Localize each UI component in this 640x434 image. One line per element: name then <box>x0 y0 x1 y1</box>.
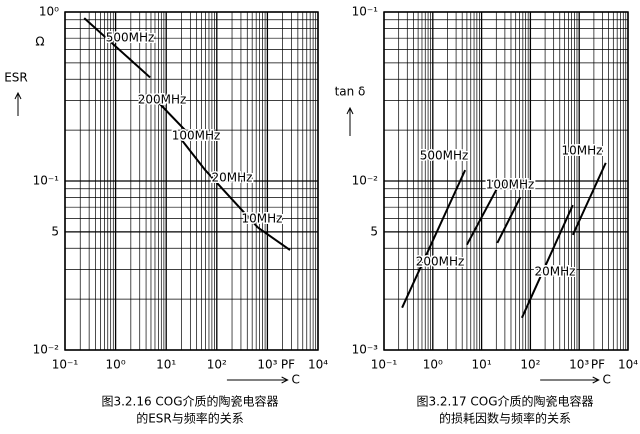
series-label: 500MHz <box>106 31 155 45</box>
series-label: 20MHz <box>212 171 253 185</box>
x-tick-label: 10⁻¹ <box>371 358 398 372</box>
x-tick-label: 10² <box>207 358 227 372</box>
y-tick-label: 5 <box>370 224 378 238</box>
x-tick-label: 10⁻¹ <box>52 358 79 372</box>
y-tick-label: 10⁻¹ <box>352 5 379 19</box>
x-unit: PF <box>281 358 295 372</box>
series-label: 100MHz <box>172 129 221 143</box>
axis-arrowhead <box>281 376 289 384</box>
chart-caption: 图3.2.17 COG介质的陶瓷电容器 <box>416 394 593 409</box>
x-tick-label: 10⁰ <box>423 358 443 372</box>
x-tick-label: 10⁴ <box>618 358 638 372</box>
data-line <box>83 17 151 79</box>
x-tick-label: 10³ <box>257 358 277 372</box>
data-line <box>257 226 291 251</box>
axis-arrowhead <box>346 106 354 115</box>
x-tick-label: 10⁰ <box>106 358 126 372</box>
x-axis-label: C <box>291 373 299 387</box>
y-unit: Ω <box>35 35 44 49</box>
x-tick-label: 10¹ <box>156 358 176 372</box>
chart-caption: 的损耗因数与频率的关系 <box>439 411 571 426</box>
plot-frame <box>383 11 629 351</box>
series-label: 10MHz <box>562 144 603 158</box>
y-axis-label: tan δ <box>335 85 366 99</box>
y-axis-label: ESR <box>4 71 28 85</box>
chart-caption: 的ESR与频率的关系 <box>136 411 244 426</box>
data-line <box>496 196 522 244</box>
chart-caption: 图3.2.16 COG介质的陶瓷电容器 <box>101 394 278 409</box>
data-line <box>466 187 499 246</box>
y-tick-label: 10⁻² <box>33 343 60 357</box>
y-tick-label: 10⁻² <box>352 174 379 188</box>
y-tick-label: 5 <box>51 224 59 238</box>
series-label: 200MHz <box>138 93 187 107</box>
axis-arrowhead <box>14 91 22 100</box>
y-tick-label: 10⁻³ <box>352 343 379 357</box>
data-line <box>179 137 206 171</box>
x-axis-label: C <box>603 373 611 387</box>
x-tick-label: 10⁴ <box>308 358 328 372</box>
data-line <box>401 169 467 309</box>
series-label: 100MHz <box>486 178 535 192</box>
series-label: 500MHz <box>420 149 469 163</box>
data-line <box>521 204 574 319</box>
series-label: 10MHz <box>242 212 283 226</box>
x-tick-label: 10¹ <box>472 358 492 372</box>
y-tick-label: 10⁰ <box>39 5 59 19</box>
y-tick-label: 10⁻¹ <box>33 174 60 188</box>
x-tick-label: 10³ <box>569 358 589 372</box>
data-line <box>571 162 607 236</box>
x-tick-label: 10² <box>520 358 540 372</box>
plot-frame <box>64 11 319 351</box>
data-line <box>204 169 259 229</box>
series-label: 20MHz <box>535 265 576 279</box>
data-line <box>151 94 186 131</box>
series-label: 200MHz <box>416 255 465 269</box>
x-unit: PF <box>591 358 605 372</box>
axis-arrowhead <box>592 376 600 384</box>
